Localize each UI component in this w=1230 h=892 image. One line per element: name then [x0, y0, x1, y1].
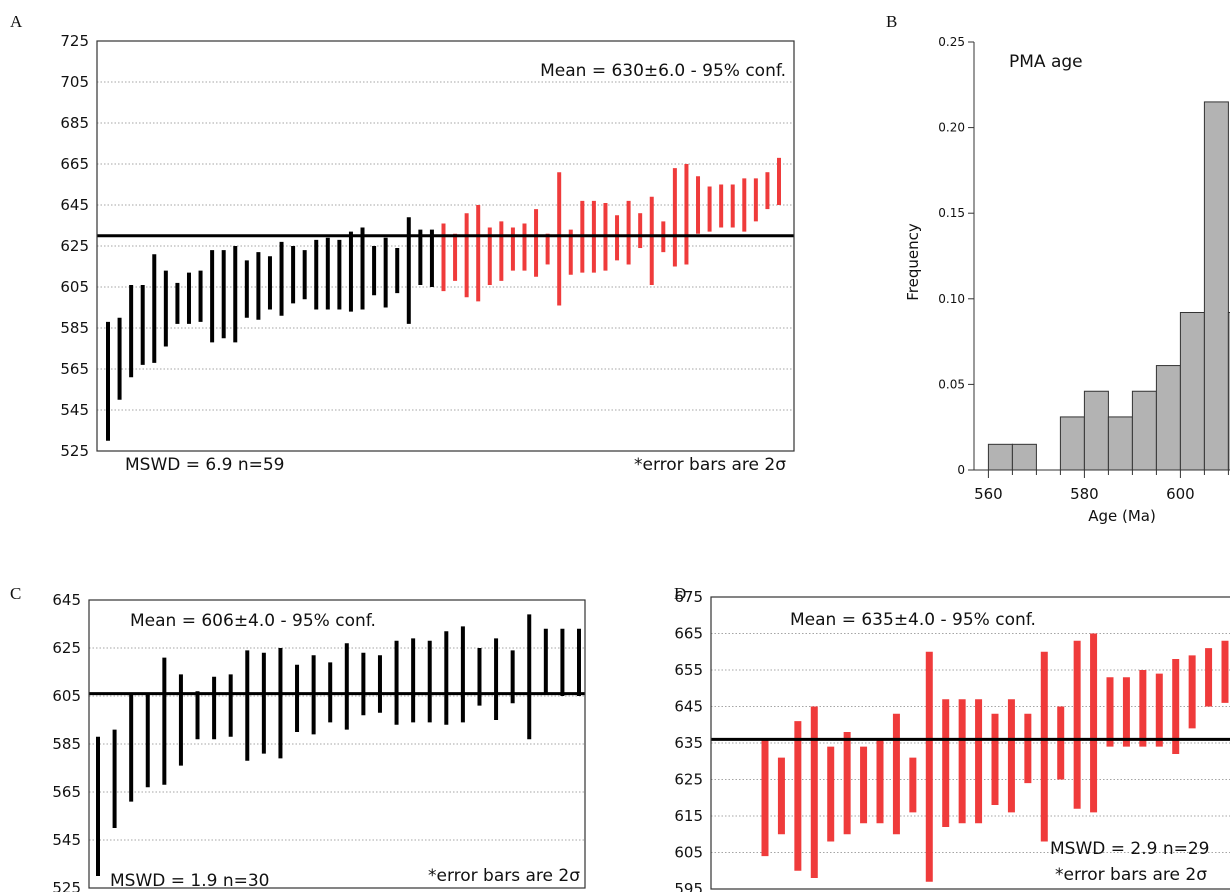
y-tick-label: 655: [674, 661, 703, 679]
histogram-bar: [1059, 416, 1085, 471]
panel-c-chart: 525 545 565 585 605 625 645 Mean = 606±4.0 - 95…: [52, 591, 586, 892]
y-tick-label: 605: [52, 687, 81, 705]
x-tick-label: 580: [1070, 485, 1099, 503]
histogram-bar: [1155, 365, 1181, 471]
y-tick-label: 725: [60, 32, 89, 50]
panel-letter-d: D: [674, 584, 686, 603]
plot-frame: [710, 596, 1230, 890]
mswd-label: MSWD = 1.9 n=30: [110, 871, 270, 891]
panel-a-chart: 525 545 565 585 605 625 645 665 685 705 725 Mean = …: [60, 32, 795, 475]
y-tick-label: 565: [52, 783, 81, 801]
y-tick-label: 0.05: [938, 377, 965, 391]
y-tick-label: 595: [674, 880, 703, 892]
x-axis-label: Age (Ma): [1088, 507, 1156, 525]
plot-frame: [88, 599, 586, 889]
mean-label: Mean = 606±4.0 - 95% conf.: [130, 611, 376, 631]
y-tick-label: 705: [60, 73, 89, 91]
y-tick-label: 625: [52, 639, 81, 657]
x-tick-label: 600: [1166, 485, 1195, 503]
y-tick-label: 645: [60, 196, 89, 214]
y-tick-label: 605: [60, 278, 89, 296]
x-tick-label: 560: [974, 485, 1003, 503]
histogram-bar: [1083, 390, 1109, 471]
pma-age-label: PMA age: [1009, 52, 1083, 72]
y-tick-label: 645: [674, 698, 703, 716]
y-tick-label: 545: [60, 401, 89, 419]
y-tick-label: 685: [60, 114, 89, 132]
panel-letter-a: A: [10, 12, 23, 31]
panel-d-chart: 595 605 615 625 635 645 655 665 675 Mean = 635±4.…: [674, 588, 1230, 892]
panel-letter-b: B: [886, 12, 897, 31]
y-tick-label: 615: [674, 807, 703, 825]
y-tick-label: 645: [52, 591, 81, 609]
error-note: *error bars are 2σ: [428, 866, 580, 886]
y-tick-label: 565: [60, 360, 89, 378]
y-tick-label: 525: [52, 879, 81, 892]
panel-letter-c: C: [10, 584, 21, 603]
y-tick-label: 625: [674, 771, 703, 789]
histogram-bar: [1179, 311, 1205, 471]
y-tick-label: 585: [60, 319, 89, 337]
y-tick-label: 675: [674, 588, 703, 606]
mswd-label: MSWD = 2.9 n=29: [1050, 839, 1210, 859]
y-tick-label: 0: [957, 463, 965, 477]
histogram-bar: [1107, 416, 1133, 471]
histogram-bar: [987, 443, 1013, 471]
error-note: *error bars are 2σ: [1055, 865, 1207, 885]
y-tick-label: 525: [60, 442, 89, 460]
mean-label: Mean = 630±6.0 - 95% conf.: [540, 61, 786, 81]
y-axis-label: Frequency: [904, 223, 922, 301]
y-tick-label: 585: [52, 735, 81, 753]
y-tick-label: 0.20: [938, 121, 965, 135]
y-tick-label: 625: [60, 237, 89, 255]
error-note: *error bars are 2σ: [634, 455, 786, 475]
histogram-bar: [1131, 390, 1157, 471]
y-tick-label: 0.15: [938, 206, 965, 220]
y-tick-label: 665: [674, 625, 703, 643]
y-tick-label: 665: [60, 155, 89, 173]
histogram-bar: [1203, 101, 1229, 471]
y-tick-label: 0.25: [938, 35, 965, 49]
mean-label: Mean = 635±4.0 - 95% conf.: [790, 610, 1036, 630]
y-tick-label: 545: [52, 831, 81, 849]
plot-frame: [96, 40, 795, 452]
mswd-label: MSWD = 6.9 n=59: [125, 455, 285, 475]
y-tick-label: 605: [674, 844, 703, 862]
y-tick-label: 635: [674, 734, 703, 752]
panel-b-chart: 00.050.100.150.200.25560580600620640660P…: [904, 35, 1230, 525]
histogram-bar: [1227, 311, 1230, 471]
y-tick-label: 0.10: [938, 292, 965, 306]
histogram-bar: [1011, 443, 1037, 471]
